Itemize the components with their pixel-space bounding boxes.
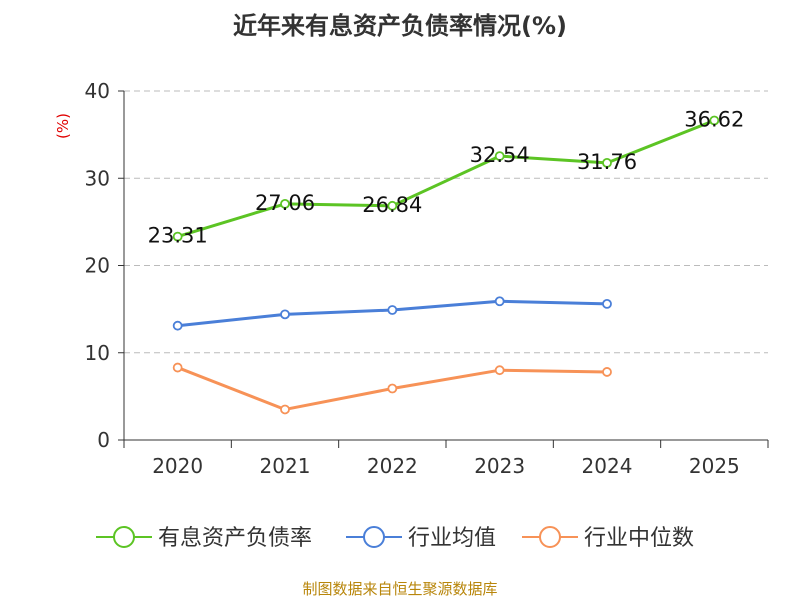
legend-marker — [113, 526, 135, 548]
series-2 — [172, 296, 612, 331]
data-label: 27.06 — [255, 191, 315, 215]
source-note: 制图数据来自恒生聚源数据库 — [302, 580, 498, 598]
y-tick-label: 20 — [85, 254, 110, 278]
y-axis-label: (%) — [54, 113, 72, 139]
x-tick-label: 2021 — [260, 454, 311, 478]
data-point[interactable] — [494, 296, 505, 307]
series-1: 23.31 27.06 26.84 32.54 31.76 36.62 — [148, 107, 745, 247]
data-point[interactable] — [387, 383, 398, 394]
data-point[interactable] — [387, 200, 398, 211]
x-tick-label: 2024 — [582, 454, 633, 478]
data-point[interactable] — [280, 199, 290, 209]
legend-item[interactable]: 有息资产负债率 — [96, 526, 312, 551]
legend-label: 行业中位数 — [584, 526, 694, 551]
legend-item[interactable]: 行业均值 — [346, 526, 496, 551]
data-point[interactable] — [280, 309, 290, 320]
data-point[interactable] — [172, 231, 183, 242]
legend-marker — [539, 526, 561, 548]
y-tick-label: 10 — [85, 341, 110, 365]
legend-label: 有息资产负债率 — [158, 526, 312, 551]
legend-item[interactable]: 行业中位数 — [522, 526, 694, 551]
series-line — [177, 119, 715, 239]
axis-layer: 0 10 20 30 40 2020 2021 2022 2023 2024 2025 — [85, 79, 769, 478]
series-layer: 23.31 27.06 26.84 32.54 31.76 36.62 — [148, 107, 745, 415]
legend: 有息资产负债率 行业均值 行业中位数 — [96, 526, 694, 551]
data-point[interactable] — [280, 404, 290, 415]
data-label: 26.84 — [362, 193, 422, 217]
data-point[interactable] — [172, 362, 183, 373]
data-point[interactable] — [494, 365, 505, 376]
x-tick-label: 2023 — [474, 454, 525, 478]
y-tick-label: 40 — [85, 79, 110, 103]
y-tick-label: 30 — [85, 166, 110, 190]
data-label: 32.54 — [470, 143, 530, 167]
y-tick-label: 0 — [97, 428, 110, 452]
data-point[interactable] — [709, 115, 720, 126]
x-tick-label: 2022 — [367, 454, 418, 478]
chart-title: 近年来有息资产负债率情况(%) — [233, 12, 567, 40]
data-point[interactable] — [172, 320, 183, 331]
data-point[interactable] — [602, 367, 612, 377]
data-label: 36.62 — [684, 107, 744, 131]
legend-label: 行业均值 — [408, 526, 496, 551]
data-point[interactable] — [602, 298, 612, 309]
grid-layer — [124, 90, 768, 354]
series-3 — [172, 362, 612, 415]
x-tick-label: 2020 — [152, 454, 203, 478]
legend-marker — [363, 526, 385, 548]
data-point[interactable] — [494, 151, 505, 161]
data-point[interactable] — [602, 157, 612, 168]
data-label: 31.76 — [577, 150, 637, 174]
data-point[interactable] — [387, 305, 398, 315]
data-label: 23.31 — [148, 224, 208, 248]
x-tick-label: 2025 — [689, 454, 740, 478]
